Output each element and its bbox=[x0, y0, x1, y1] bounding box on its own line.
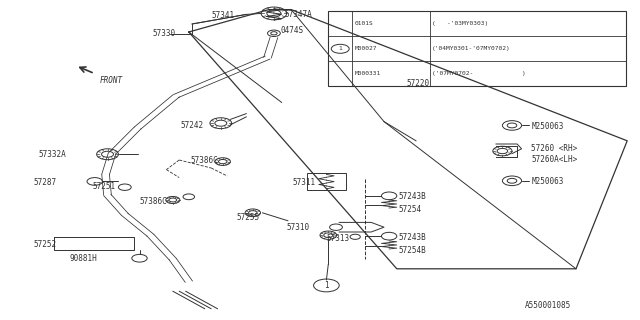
Text: 57310: 57310 bbox=[286, 223, 309, 232]
Text: 1: 1 bbox=[339, 46, 342, 51]
Text: 57347A: 57347A bbox=[285, 10, 312, 19]
Bar bbox=[328, 11, 626, 86]
Text: 57386C: 57386C bbox=[140, 197, 167, 206]
Text: 57386C: 57386C bbox=[191, 156, 218, 164]
Bar bbox=[307, 173, 346, 190]
Text: (   -'03MY0303): ( -'03MY0303) bbox=[432, 21, 488, 26]
Text: 57260A<LH>: 57260A<LH> bbox=[531, 155, 577, 164]
Text: M250063: M250063 bbox=[531, 122, 564, 131]
Text: 57287: 57287 bbox=[33, 178, 56, 187]
Text: 57254: 57254 bbox=[398, 205, 421, 214]
Text: 57243B: 57243B bbox=[398, 233, 426, 242]
Text: 57313: 57313 bbox=[326, 234, 349, 243]
Text: M00027: M00027 bbox=[355, 46, 377, 51]
Text: 57341: 57341 bbox=[211, 11, 234, 20]
Text: 57330: 57330 bbox=[152, 29, 175, 38]
Text: ('04MY0301-'07MY0702): ('04MY0301-'07MY0702) bbox=[432, 46, 511, 51]
Text: 57242: 57242 bbox=[180, 121, 204, 130]
Text: 1: 1 bbox=[324, 281, 329, 290]
Text: 57254B: 57254B bbox=[398, 246, 426, 255]
Text: 0101S: 0101S bbox=[355, 21, 373, 26]
Text: 57260 <RH>: 57260 <RH> bbox=[531, 144, 577, 153]
Text: 57243B: 57243B bbox=[398, 192, 426, 201]
Text: 57255: 57255 bbox=[237, 213, 260, 222]
Text: M250063: M250063 bbox=[531, 177, 564, 186]
Text: ('07MY0702-             ): ('07MY0702- ) bbox=[432, 71, 526, 76]
Text: 0474S: 0474S bbox=[280, 26, 303, 35]
Text: A550001085: A550001085 bbox=[525, 301, 571, 310]
Text: 90881H: 90881H bbox=[69, 254, 97, 263]
Text: FRONT: FRONT bbox=[99, 76, 122, 85]
Text: 57220: 57220 bbox=[406, 79, 429, 88]
Text: M000331: M000331 bbox=[355, 71, 381, 76]
Text: 57332A: 57332A bbox=[38, 150, 66, 159]
Text: 57252: 57252 bbox=[33, 240, 56, 249]
Text: 57311: 57311 bbox=[292, 178, 316, 187]
Text: 57251: 57251 bbox=[93, 182, 116, 191]
